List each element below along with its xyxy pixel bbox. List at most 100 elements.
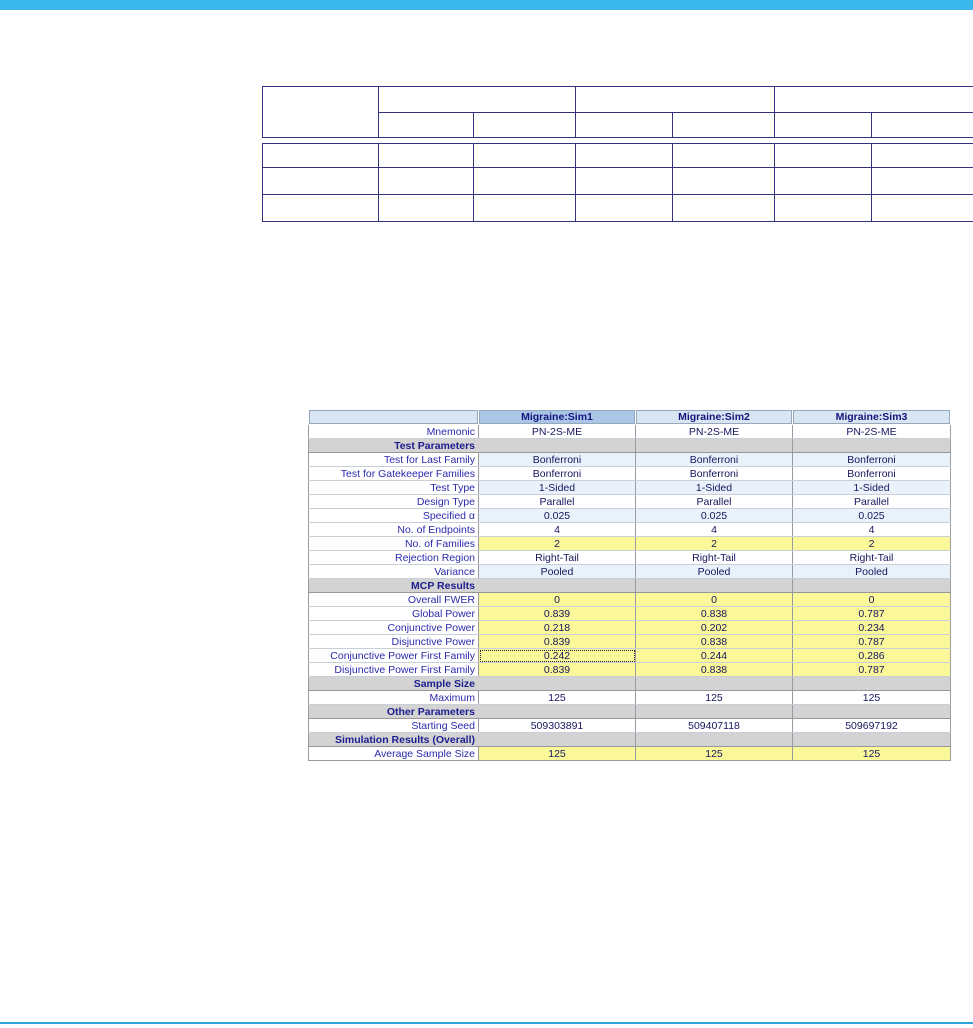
row-label: Conjunctive Power First Family [308, 648, 479, 663]
value-cell[interactable]: 125 [792, 746, 951, 761]
value-cell[interactable]: Pooled [635, 564, 793, 579]
value-cell[interactable]: 1-Sided [478, 480, 636, 495]
table-row: Test Type 1-Sided 1-Sided 1-Sided [308, 480, 951, 495]
value-cell[interactable]: 0 [635, 592, 793, 607]
row-label: Mnemonic [308, 424, 479, 439]
table-row: Global Power 0.839 0.838 0.787 [308, 606, 951, 621]
grid-group-cell [378, 86, 576, 113]
value-cell[interactable]: Parallel [635, 494, 793, 509]
grid-cell [672, 167, 775, 195]
table-row: Mnemonic PN-2S-ME PN-2S-ME PN-2S-ME [308, 424, 951, 439]
value-cell[interactable]: 0.787 [792, 606, 951, 621]
value-cell[interactable]: Bonferroni [478, 452, 636, 467]
table-row: Conjunctive Power First Family 0.242 0.244… [308, 648, 951, 663]
column-header-migraine-sim3[interactable]: Migraine:Sim3 [792, 409, 951, 425]
section-empty-cell [635, 676, 793, 691]
bottom-accent-bar [0, 1022, 973, 1024]
value-cell[interactable]: 125 [635, 690, 793, 705]
value-cell[interactable]: 0.218 [478, 620, 636, 635]
value-cell[interactable]: 0.838 [635, 606, 793, 621]
value-cell[interactable]: Bonferroni [478, 466, 636, 481]
value-cell[interactable]: 509697192 [792, 718, 951, 733]
value-cell[interactable]: PN-2S-ME [635, 424, 793, 439]
value-cell[interactable]: PN-2S-ME [792, 424, 951, 439]
grid-cell [672, 194, 775, 222]
value-cell[interactable]: Parallel [478, 494, 636, 509]
value-cell[interactable]: Pooled [792, 564, 951, 579]
grid-subheader-cell [378, 112, 474, 138]
value-cell[interactable]: 2 [478, 536, 636, 551]
table-row: Test for Last Family Bonferroni Bonferroni… [308, 452, 951, 467]
value-cell[interactable]: 0.839 [478, 606, 636, 621]
value-cell[interactable]: 0.025 [792, 508, 951, 523]
value-cell[interactable]: 2 [635, 536, 793, 551]
value-cell[interactable]: 0.787 [792, 662, 951, 677]
value-cell[interactable]: 0 [792, 592, 951, 607]
section-empty-cell [478, 732, 636, 747]
value-cell[interactable]: Bonferroni [635, 466, 793, 481]
row-label: No. of Endpoints [308, 522, 479, 537]
value-cell[interactable]: 0.234 [792, 620, 951, 635]
section-row: MCP Results [308, 578, 951, 593]
blank-grid-body [262, 143, 973, 222]
grid-subheader-cell [473, 112, 576, 138]
value-cell[interactable]: 509407118 [635, 718, 793, 733]
value-cell[interactable]: 0.202 [635, 620, 793, 635]
grid-cell [774, 167, 872, 195]
column-header-migraine-sim1[interactable]: Migraine:Sim1 [478, 409, 636, 425]
value-cell[interactable]: 0.025 [478, 508, 636, 523]
grid-cell [575, 143, 673, 168]
grid-cell [871, 167, 973, 195]
blank-grid [262, 86, 973, 222]
blank-grid-header [262, 86, 973, 138]
value-cell[interactable]: 0.838 [635, 634, 793, 649]
row-label: Variance [308, 564, 479, 579]
value-cell[interactable]: 4 [635, 522, 793, 537]
value-cell[interactable]: 125 [792, 690, 951, 705]
grid-cell [262, 143, 379, 168]
value-cell[interactable]: 125 [635, 746, 793, 761]
table-row: Conjunctive Power 0.218 0.202 0.234 [308, 620, 951, 635]
row-label: Test for Last Family [308, 452, 479, 467]
value-cell[interactable]: 0.787 [792, 634, 951, 649]
row-label: Rejection Region [308, 550, 479, 565]
grid-cell [774, 143, 872, 168]
value-cell[interactable]: 125 [478, 690, 636, 705]
value-cell[interactable]: 0.838 [635, 662, 793, 677]
grid-cell [473, 194, 576, 222]
value-cell[interactable]: 4 [792, 522, 951, 537]
value-cell[interactable]: 0.286 [792, 648, 951, 663]
value-cell[interactable]: 125 [478, 746, 636, 761]
value-cell[interactable]: 0.242 [478, 648, 636, 663]
section-empty-cell [635, 732, 793, 747]
value-cell[interactable]: Bonferroni [792, 452, 951, 467]
value-cell[interactable]: 1-Sided [792, 480, 951, 495]
value-cell[interactable]: Right-Tail [792, 550, 951, 565]
value-cell[interactable]: 0 [478, 592, 636, 607]
value-cell[interactable]: 509303891 [478, 718, 636, 733]
value-cell[interactable]: Pooled [478, 564, 636, 579]
value-cell[interactable]: 4 [478, 522, 636, 537]
row-label: Starting Seed [308, 718, 479, 733]
value-cell[interactable]: Bonferroni [792, 466, 951, 481]
section-row: Sample Size [308, 676, 951, 691]
section-row: Test Parameters [308, 438, 951, 453]
value-cell[interactable]: 2 [792, 536, 951, 551]
table-row: Test for Gatekeeper Families Bonferroni Bo… [308, 466, 951, 481]
value-cell[interactable]: 0.244 [635, 648, 793, 663]
value-cell[interactable]: 1-Sided [635, 480, 793, 495]
value-cell[interactable]: Right-Tail [635, 550, 793, 565]
value-cell[interactable]: Right-Tail [478, 550, 636, 565]
value-cell[interactable]: 0.839 [478, 662, 636, 677]
grid-cell [378, 167, 474, 195]
section-empty-cell [792, 438, 951, 453]
column-header-migraine-sim2[interactable]: Migraine:Sim2 [635, 409, 793, 425]
value-cell[interactable]: Bonferroni [635, 452, 793, 467]
value-cell[interactable]: 0.025 [635, 508, 793, 523]
value-cell[interactable]: PN-2S-ME [478, 424, 636, 439]
row-label: Average Sample Size [308, 746, 479, 761]
row-label: Test for Gatekeeper Families [308, 466, 479, 481]
value-cell[interactable]: Parallel [792, 494, 951, 509]
value-cell[interactable]: 0.839 [478, 634, 636, 649]
